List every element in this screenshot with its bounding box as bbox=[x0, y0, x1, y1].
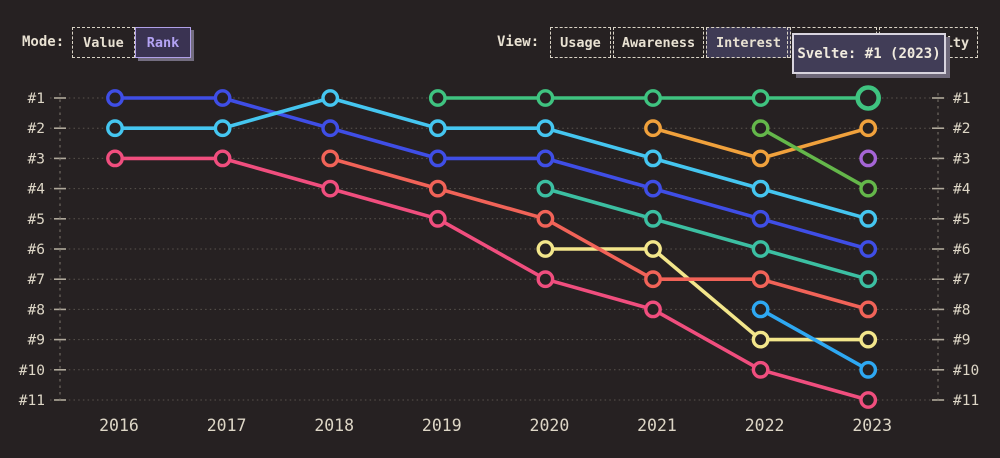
point-teal-2021[interactable] bbox=[644, 209, 662, 228]
rank-label-right-#1: #1 bbox=[953, 91, 970, 107]
point-svelte-green-2019[interactable] bbox=[428, 89, 447, 107]
point-svelte-green-2022[interactable] bbox=[751, 89, 770, 107]
rank-label-right-#10: #10 bbox=[953, 363, 979, 379]
rank-label-right-#7: #7 bbox=[953, 272, 970, 288]
line-sky-blue bbox=[758, 307, 871, 372]
point-coral-red-2021[interactable] bbox=[644, 270, 662, 289]
rank-label-right-#2: #2 bbox=[953, 121, 970, 137]
rank-label-right-#11: #11 bbox=[953, 393, 979, 409]
rank-label-right-#8: #8 bbox=[953, 302, 970, 318]
year-label-2016: 2016 bbox=[99, 416, 139, 435]
year-label-2023: 2023 bbox=[852, 416, 892, 435]
point-yellow-2020[interactable] bbox=[536, 240, 555, 258]
view-button-interest[interactable]: Interest bbox=[706, 27, 791, 58]
point-royal-blue-2019[interactable] bbox=[428, 149, 447, 168]
point-pink-2016[interactable] bbox=[106, 149, 124, 168]
rank-label-right-#3: #3 bbox=[953, 151, 970, 167]
point-royal-blue-2016[interactable] bbox=[106, 89, 124, 107]
point-olive-green-2022[interactable] bbox=[751, 119, 770, 138]
point-pink-2023[interactable] bbox=[859, 391, 878, 409]
point-coral-red-2020[interactable] bbox=[536, 209, 555, 228]
point-pink-2022[interactable] bbox=[751, 360, 770, 379]
point-royal-blue-2017[interactable] bbox=[213, 89, 232, 107]
point-orange-2021[interactable] bbox=[644, 119, 662, 138]
year-label-2017: 2017 bbox=[207, 416, 247, 435]
rank-label-left-#11: #11 bbox=[19, 393, 45, 409]
point-cyan-2017[interactable] bbox=[213, 119, 232, 138]
rank-label-left-#8: #8 bbox=[28, 302, 45, 318]
tooltip-text: Svelte: #1 (2023) bbox=[797, 45, 941, 62]
line-cyan bbox=[113, 96, 871, 221]
point-pink-2021[interactable] bbox=[644, 300, 662, 319]
point-royal-blue-2020[interactable] bbox=[536, 149, 555, 168]
view-button-usage[interactable]: Usage bbox=[550, 27, 611, 58]
point-pink-2019[interactable] bbox=[428, 209, 447, 228]
point-royal-blue-2023[interactable] bbox=[859, 240, 878, 258]
point-coral-red-2018[interactable] bbox=[321, 149, 340, 168]
point-royal-blue-2018[interactable] bbox=[321, 119, 340, 138]
rank-label-left-#5: #5 bbox=[28, 212, 45, 228]
rank-label-left-#1: #1 bbox=[28, 91, 45, 107]
line-coral-red bbox=[328, 156, 871, 312]
rank-label-left-#6: #6 bbox=[28, 242, 45, 258]
rank-label-right-#4: #4 bbox=[953, 182, 971, 198]
point-yellow-2022[interactable] bbox=[751, 330, 770, 349]
point-cyan-2019[interactable] bbox=[428, 119, 447, 138]
point-yellow-2023[interactable] bbox=[859, 330, 878, 349]
line-teal bbox=[543, 186, 871, 282]
point-pink-2020[interactable] bbox=[536, 270, 555, 289]
rank-label-left-#7: #7 bbox=[28, 272, 45, 288]
point-coral-red-2023[interactable] bbox=[859, 300, 878, 319]
mode-button-rank[interactable]: Rank bbox=[135, 27, 191, 58]
point-yellow-2021[interactable] bbox=[644, 240, 662, 258]
point-cyan-2022[interactable] bbox=[751, 179, 770, 198]
point-cyan-2016[interactable] bbox=[106, 119, 124, 138]
rank-label-left-#4: #4 bbox=[28, 182, 46, 198]
point-pink-2017[interactable] bbox=[213, 149, 232, 168]
point-orange-2023[interactable] bbox=[859, 119, 878, 138]
point-cyan-2023[interactable] bbox=[859, 209, 878, 228]
year-label-2019: 2019 bbox=[422, 416, 462, 435]
point-pink-2018[interactable] bbox=[321, 179, 340, 198]
point-cyan-2020[interactable] bbox=[536, 119, 555, 138]
point-teal-2022[interactable] bbox=[751, 240, 770, 258]
rank-label-left-#2: #2 bbox=[28, 121, 45, 137]
line-royal-blue bbox=[113, 96, 871, 251]
rank-label-left-#9: #9 bbox=[28, 333, 45, 349]
year-label-2021: 2021 bbox=[637, 416, 677, 435]
point-sky-blue-2022[interactable] bbox=[751, 300, 770, 319]
line-olive-green bbox=[758, 126, 871, 191]
mode-button-value[interactable]: Value bbox=[72, 27, 135, 58]
year-label-2020: 2020 bbox=[530, 416, 570, 435]
point-svelte-green-2021[interactable] bbox=[644, 89, 662, 107]
point-olive-green-2023[interactable] bbox=[859, 179, 878, 198]
view-button-awareness[interactable]: Awareness bbox=[613, 27, 704, 58]
rank-label-left-#10: #10 bbox=[19, 363, 45, 379]
mode-label: Mode: bbox=[22, 34, 65, 50]
point-coral-red-2022[interactable] bbox=[751, 270, 770, 289]
view-label: View: bbox=[497, 34, 540, 50]
tooltip-svelte-rank: Svelte: #1 (2023) bbox=[792, 33, 946, 74]
point-cyan-2021[interactable] bbox=[644, 149, 662, 168]
point-svelte-green-2023-highlighted[interactable] bbox=[855, 85, 882, 111]
point-purple-2023[interactable] bbox=[859, 149, 878, 168]
point-svelte-green-2020[interactable] bbox=[536, 89, 555, 107]
point-cyan-2018[interactable] bbox=[321, 89, 340, 107]
point-sky-blue-2023[interactable] bbox=[859, 360, 878, 379]
rank-label-right-#6: #6 bbox=[953, 242, 970, 258]
point-orange-2022[interactable] bbox=[751, 149, 770, 168]
point-teal-2023[interactable] bbox=[859, 270, 878, 289]
year-label-2022: 2022 bbox=[745, 416, 785, 435]
point-teal-2020[interactable] bbox=[536, 179, 555, 198]
point-royal-blue-2022[interactable] bbox=[751, 209, 770, 228]
line-pink bbox=[113, 156, 871, 402]
point-royal-blue-2021[interactable] bbox=[644, 179, 662, 198]
point-coral-red-2019[interactable] bbox=[428, 179, 447, 198]
rank-label-right-#5: #5 bbox=[953, 212, 970, 228]
year-label-2018: 2018 bbox=[314, 416, 354, 435]
rank-label-left-#3: #3 bbox=[28, 151, 45, 167]
rank-label-right-#9: #9 bbox=[953, 333, 970, 349]
